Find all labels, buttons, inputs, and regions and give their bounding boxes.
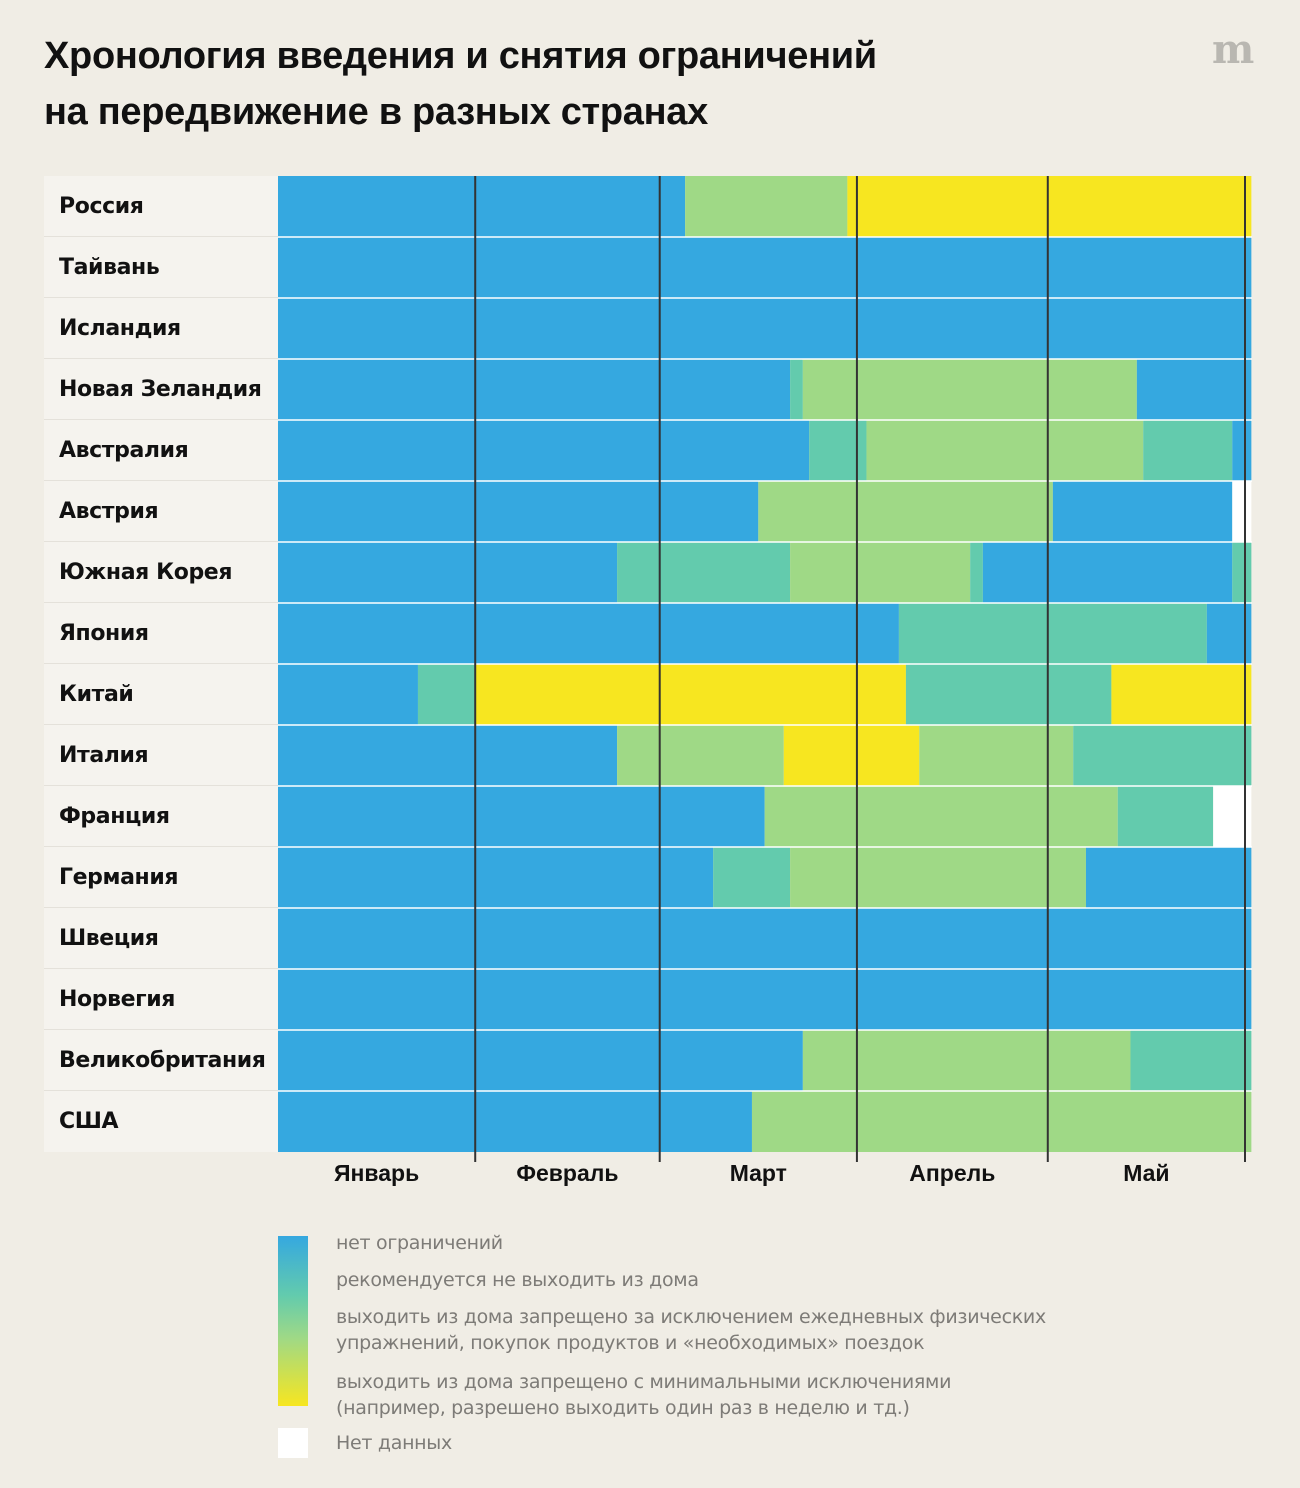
legend-label-exceptions-line2: упражнений, покупок продуктов и «необход… xyxy=(336,1332,925,1354)
timeline-segment xyxy=(898,603,1207,664)
legend-label-strict-line1: выходить из дома запрещено с минимальным… xyxy=(336,1371,952,1393)
timeline-segment xyxy=(790,542,971,603)
legend-label-exceptions-line1: выходить из дома запрещено за исключение… xyxy=(336,1306,1046,1328)
timeline-segment xyxy=(278,420,810,481)
meduza-logo-icon: m xyxy=(1212,26,1254,73)
timeline-segment xyxy=(1232,420,1252,481)
title-line-2: на передвижение в разных странах xyxy=(44,91,708,133)
timeline-segment xyxy=(617,725,784,786)
timeline-segment xyxy=(278,847,714,908)
chart-title: Хронология введения и снятия ограничений… xyxy=(44,28,1044,140)
timeline-segment xyxy=(278,603,899,664)
legend-nodata-swatch xyxy=(278,1428,308,1458)
timeline-segment xyxy=(1143,420,1233,481)
timeline-segment xyxy=(278,542,618,603)
timeline-segment xyxy=(685,176,848,237)
title-line-1: Хронология введения и снятия ограничений xyxy=(44,35,877,77)
country-label: Швеция xyxy=(44,908,278,969)
timeline-segment xyxy=(713,847,791,908)
timeline-segment xyxy=(847,176,1252,237)
timeline-segment xyxy=(790,359,803,420)
timeline-segment xyxy=(1232,542,1252,603)
timeline-segment xyxy=(278,176,686,237)
timeline-segment xyxy=(1117,786,1214,847)
timeline-segment xyxy=(1136,359,1252,420)
country-label: Тайвань xyxy=(44,237,278,298)
timeline-segment xyxy=(758,481,1053,542)
legend-label-strict-line2: (например, разрешено выходить один раз в… xyxy=(336,1397,910,1419)
timeline-segment xyxy=(278,1030,803,1091)
timeline-segment xyxy=(278,298,1252,359)
timeline-segment xyxy=(278,969,1252,1030)
country-label: Южная Корея xyxy=(44,542,278,603)
timeline-segment xyxy=(278,664,418,725)
timeline-segment xyxy=(1206,603,1252,664)
month-label: Февраль xyxy=(516,1160,619,1186)
country-label: Япония xyxy=(44,603,278,664)
timeline-segment xyxy=(278,1091,752,1152)
timeline-segment xyxy=(278,481,759,542)
timeline-segment xyxy=(1073,725,1252,786)
timeline-segment xyxy=(278,725,618,786)
legend-label-none: нет ограничений xyxy=(336,1232,503,1254)
timeline-segment xyxy=(1232,481,1252,542)
country-label: Норвегия xyxy=(44,969,278,1030)
timeline-segment xyxy=(1111,664,1252,725)
country-label: Россия xyxy=(44,176,278,237)
month-label: Апрель xyxy=(909,1160,996,1186)
country-label: Германия xyxy=(44,847,278,908)
legend-label-strict: выходить из дома запрещено с минимальным… xyxy=(336,1369,1116,1421)
timeline-segment xyxy=(970,542,983,603)
timeline-segment xyxy=(278,908,1252,969)
country-labels: Россия Тайвань Исландия Новая Зеландия Австр… xyxy=(44,176,278,1152)
timeline-segment xyxy=(278,237,1252,298)
timeline-segment xyxy=(751,1091,1252,1152)
timeline-segment xyxy=(278,359,791,420)
country-label: Новая Зеландия xyxy=(44,359,278,420)
timeline-segment xyxy=(475,664,906,725)
country-label: Франция xyxy=(44,786,278,847)
timeline-segment xyxy=(919,725,1074,786)
timeline-segment xyxy=(802,359,1137,420)
country-label: Австралия xyxy=(44,420,278,481)
timeline-segment xyxy=(617,542,791,603)
timeline-segment xyxy=(1052,481,1233,542)
month-label: Май xyxy=(1123,1160,1170,1186)
timeline-segment xyxy=(764,786,1118,847)
legend-gradient-swatch xyxy=(278,1236,308,1406)
timeline-segment xyxy=(417,664,476,725)
legend-label-recommended: рекомендуется не выходить из дома xyxy=(336,1269,699,1291)
legend-label-nodata: Нет данных xyxy=(336,1432,452,1454)
month-label: Январь xyxy=(333,1160,420,1186)
timeline-segment xyxy=(1130,1030,1252,1091)
timeline-segment xyxy=(802,1030,1131,1091)
timeline-segment xyxy=(790,847,1086,908)
timeline-segment xyxy=(905,664,1112,725)
country-label: США xyxy=(44,1091,278,1152)
month-label: Март xyxy=(729,1160,787,1186)
timeline-segment xyxy=(982,542,1233,603)
country-label: Италия xyxy=(44,725,278,786)
country-label: Китай xyxy=(44,664,278,725)
country-label: Исландия xyxy=(44,298,278,359)
timeline-segment xyxy=(278,786,765,847)
country-label: Великобритания xyxy=(44,1030,278,1091)
legend-label-exceptions: выходить из дома запрещено за исключение… xyxy=(336,1304,1116,1356)
country-label: Австрия xyxy=(44,481,278,542)
timeline-segment xyxy=(1085,847,1252,908)
timeline-segment xyxy=(866,420,1144,481)
timeline-segment xyxy=(783,725,920,786)
